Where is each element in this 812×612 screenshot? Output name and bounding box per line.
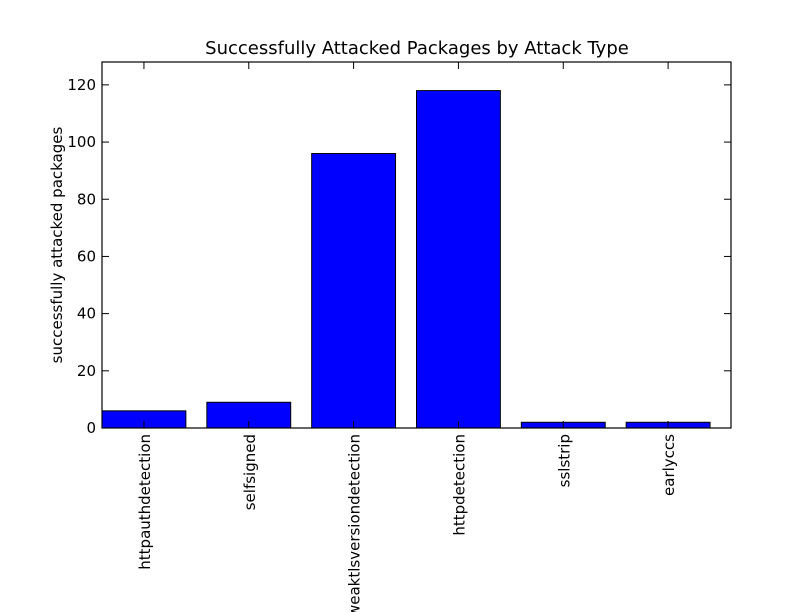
y-tick-label: 80 [77,190,96,208]
bar-httpdetection [416,90,501,429]
y-tick-label: 40 [77,305,96,323]
x-tick-label-httpdetection: httpdetection [450,434,468,536]
bar-weaktlsversiondetection [311,153,397,429]
y-tick-label: 60 [77,247,96,265]
plot-area-frame [101,61,732,429]
y-tick-label: 20 [77,362,96,380]
x-tick-label-httpauthdetection: httpauthdetection [136,434,154,570]
y-tick-label: 0 [86,419,96,437]
x-tick-label-earlyccs: earlyccs [660,434,678,496]
x-tick-label-weaktlsversiondetection: weaktlsversiondetection [346,434,364,612]
x-axis-ticks: httpauthdetection selfsigned weaktlsversio… [136,62,678,612]
bars-group [101,90,711,429]
y-tick-label: 100 [67,133,96,151]
y-tick-label: 120 [67,76,96,94]
x-tick-label-selfsigned: selfsigned [241,434,259,510]
y-axis-label: successfully attacked packages [48,126,66,363]
chart-title: Successfully Attacked Packages by Attack… [205,38,629,59]
y-axis-ticks: 0 20 40 60 80 100 120 [67,76,731,437]
x-tick-label-sslstrip: sslstrip [555,434,573,487]
